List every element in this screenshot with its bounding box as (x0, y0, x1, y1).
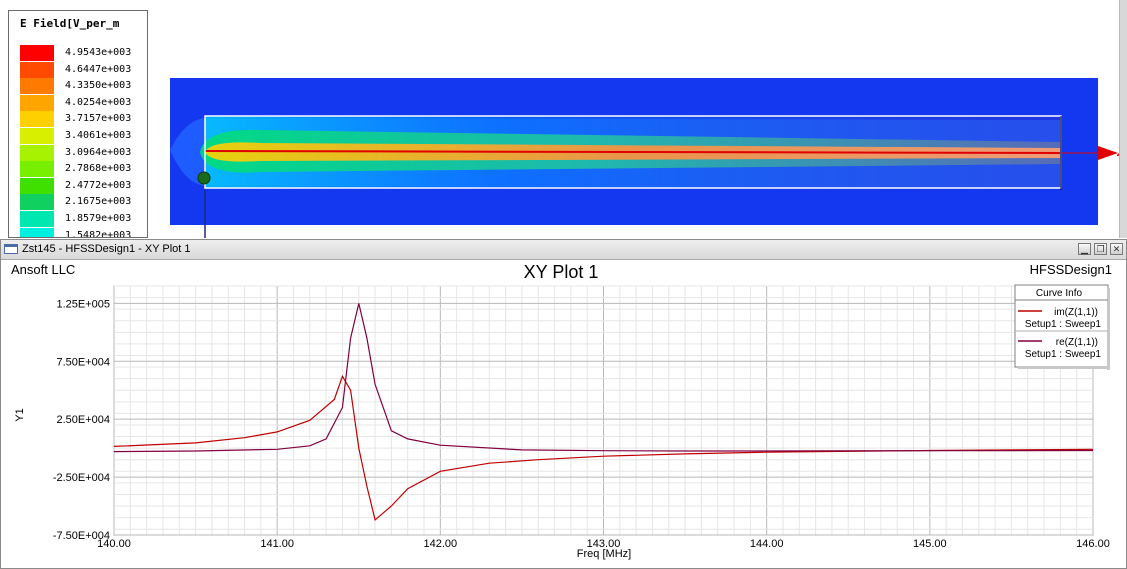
window-titlebar[interactable]: Zst145 - HFSSDesign1 - XY Plot 1 ▁ ❐ ✕ (1, 240, 1126, 260)
y-tick-label: 2.50E+004 (56, 414, 110, 426)
z-axis-arrow-icon (1098, 146, 1118, 160)
legend-label-re: re(Z(1,1)) (1056, 337, 1098, 348)
field-legend: E Field[V_per_m 4.9543e+003 4.6447e+003 4.… (8, 10, 148, 238)
series-layer (113, 303, 1094, 521)
conductor-line (204, 150, 1061, 154)
legend-value: 4.6447e+003 (65, 63, 132, 75)
legend-color-swatch (20, 111, 54, 128)
x-tick-label: 146.00 (1076, 538, 1110, 550)
legend-color-swatch (20, 211, 54, 227)
x-axis-label: Freq [MHz] (577, 548, 631, 560)
x-tick-label: 140.00 (97, 538, 131, 550)
axis-labels: 140.00 141.00 142.00 143.00 144.00 145.00 146.… (53, 298, 1110, 550)
legend-row: 2.4772e+003 (20, 177, 144, 194)
design-label: HFSSDesign1 (1030, 262, 1112, 277)
field-viewport[interactable]: Z E Field[V_per_m 4.9543e+003 4.6447e+003… (0, 0, 1127, 238)
legend-color-swatch (20, 45, 54, 61)
x-tick-label: 142.00 (424, 538, 458, 550)
curve-info-legend[interactable]: Curve Info im(Z(1,1)) Setup1 : Sweep1 re… (1014, 284, 1110, 370)
legend-value: 4.0254e+003 (65, 96, 132, 108)
legend-value: 1.8579e+003 (65, 213, 132, 224)
legend-row: 4.3350e+003 (20, 78, 144, 95)
legend-color-swatch (20, 161, 54, 178)
window-title: Zst145 - HFSSDesign1 - XY Plot 1 (22, 243, 191, 255)
series-line-im[interactable] (113, 374, 1094, 521)
legend-value: 3.0964e+003 (65, 146, 132, 158)
legend-color-swatch (20, 227, 54, 237)
field-plot-canvas: Z (170, 78, 1125, 238)
legend-value: 4.3350e+003 (65, 80, 132, 92)
x-tick-label: 143.00 (587, 538, 621, 550)
legend-color-swatch (20, 128, 54, 144)
legend-title: E Field[V_per_m (20, 17, 120, 30)
y-tick-label: -7.50E+004 (53, 530, 110, 542)
grid (113, 285, 1094, 536)
legend-label-im: im(Z(1,1)) (1054, 307, 1098, 318)
curve-info-title: Curve Info (1036, 288, 1083, 299)
company-label: Ansoft LLC (11, 262, 75, 277)
legend-row: 4.0254e+003 (20, 94, 144, 111)
port-marker[interactable] (197, 171, 211, 185)
x-tick-label: 141.00 (260, 538, 294, 550)
legend-row: 2.1675e+003 (20, 194, 144, 211)
legend-value: 2.4772e+003 (65, 179, 132, 191)
legend-row: 2.7868e+003 (20, 161, 144, 178)
restore-button[interactable]: ❐ (1094, 243, 1107, 255)
legend-row: 3.0964e+003 (20, 144, 144, 161)
chart-title: XY Plot 1 (524, 262, 599, 282)
xy-plot-window[interactable]: Zst145 - HFSSDesign1 - XY Plot 1 ▁ ❐ ✕ A… (0, 239, 1127, 569)
legend-color-swatch (20, 177, 54, 194)
legend-color-swatch (20, 61, 54, 78)
window-icon (4, 244, 18, 254)
series-line-re[interactable] (113, 303, 1094, 453)
legend-value: 3.4061e+003 (65, 130, 132, 141)
x-tick-label: 145.00 (913, 538, 947, 550)
legend-row: 3.4061e+003 (20, 128, 144, 144)
xy-plot-canvas: Ansoft LLC HFSSDesign1 XY Plot 1 140.00 1… (11, 262, 1112, 560)
legend-value: 1.5482e+003 (65, 229, 132, 238)
legend-color-swatch (20, 194, 54, 211)
y-tick-label: -2.50E+004 (53, 472, 110, 484)
y-axis-label: Y1 (14, 408, 26, 421)
legend-color-swatch (20, 94, 54, 111)
legend-color-swatch (20, 78, 54, 95)
minimize-button[interactable]: ▁ (1078, 243, 1091, 255)
legend-value: 4.9543e+003 (65, 47, 132, 58)
legend-setup-re: Setup1 : Sweep1 (1025, 349, 1102, 360)
y-tick-label: 7.50E+004 (56, 356, 110, 368)
y-tick-label: 1.25E+005 (56, 298, 110, 310)
legend-row: 1.5482e+003 (20, 227, 144, 238)
legend-value: 3.7157e+003 (65, 113, 132, 125)
legend-row: 4.9543e+003 (20, 45, 144, 61)
legend-row: 3.7157e+003 (20, 111, 144, 128)
legend-setup-im: Setup1 : Sweep1 (1025, 319, 1102, 330)
legend-value: 2.1675e+003 (65, 196, 132, 208)
vertical-scrollbar[interactable] (1119, 0, 1127, 238)
legend-value: 2.7868e+003 (65, 163, 132, 175)
legend-row: 4.6447e+003 (20, 61, 144, 78)
close-button[interactable]: ✕ (1110, 243, 1123, 255)
x-tick-label: 144.00 (750, 538, 784, 550)
legend-color-swatch (20, 144, 54, 161)
legend-row: 1.8579e+003 (20, 211, 144, 227)
